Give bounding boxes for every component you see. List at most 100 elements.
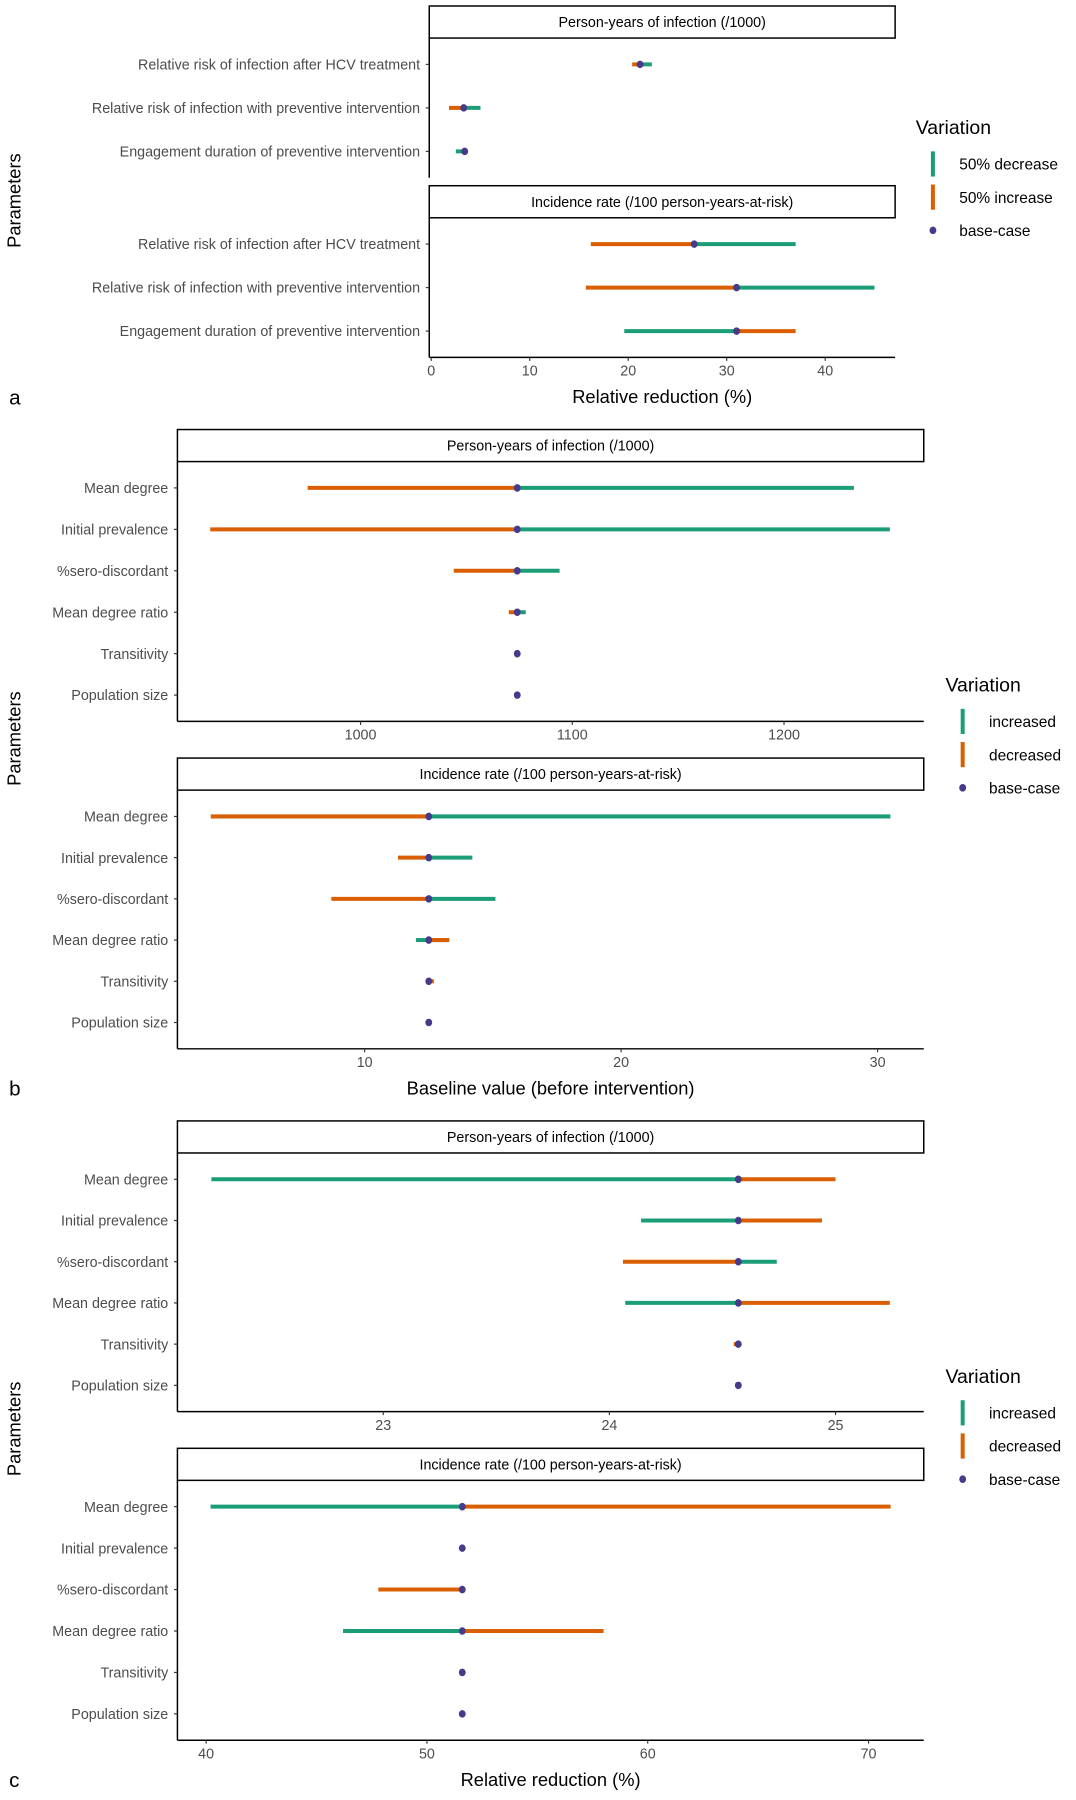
base-case-point xyxy=(733,283,740,292)
y-axis-title: Parameters xyxy=(4,1382,25,1477)
y-tick-label: Relative risk of infection after HCV tre… xyxy=(138,237,420,253)
y-tick-label: %sero-discordant xyxy=(57,564,168,580)
base-case-point xyxy=(734,1340,742,1348)
base-case-point xyxy=(458,1627,466,1635)
y-tick-label: Transitivity xyxy=(100,974,169,990)
base-case-point xyxy=(734,1299,742,1307)
base-case-point xyxy=(425,853,433,862)
facet: Person-years of infection (/1000) 23 24 25 M… xyxy=(52,1120,925,1434)
y-tick-label: Mean degree ratio xyxy=(52,1624,168,1640)
base-case-point xyxy=(458,1668,466,1677)
legend-title: Variation xyxy=(946,1366,1021,1388)
facet: Incidence rate (/100 person-years-at-ris… xyxy=(92,184,896,380)
y-tick-label: Population size xyxy=(71,1378,168,1394)
y-tick-label: Transitivity xyxy=(100,1666,169,1682)
x-axis-title: Relative reduction (%) xyxy=(461,1769,641,1790)
legend-title: Variation xyxy=(916,117,991,139)
facet-strip xyxy=(428,184,896,219)
x-tick-label: 23 xyxy=(375,1418,391,1434)
x-tick-label: 40 xyxy=(817,364,833,380)
base-case-point xyxy=(425,1018,433,1027)
facet: Person-years of infection (/1000) 1000 110… xyxy=(52,428,925,744)
y-tick-label: Mean degree xyxy=(84,1500,168,1516)
base-case-point xyxy=(425,895,433,903)
base-case-point xyxy=(513,525,521,534)
y-tick-label: Mean degree ratio xyxy=(52,605,168,621)
facet-strip xyxy=(176,1447,925,1482)
x-tick-label: 60 xyxy=(640,1747,656,1763)
base-case-point xyxy=(458,1502,466,1511)
y-tick-label: Initial prevalence xyxy=(61,523,168,539)
legend: Variation 50% decrease 50% increase base-ca… xyxy=(916,117,1058,240)
base-case-point xyxy=(734,1381,742,1390)
facet-title: Person-years of infection (/1000) xyxy=(447,439,654,455)
panel-letter: c xyxy=(9,1769,19,1792)
x-tick-label: 1000 xyxy=(345,728,377,744)
y-tick-label: Mean degree xyxy=(84,481,168,497)
y-tick-label: %sero-discordant xyxy=(57,892,168,908)
base-case-point xyxy=(513,608,521,617)
legend: Variation increased decreased base-case xyxy=(946,675,1062,798)
x-tick-label: 70 xyxy=(861,1747,877,1763)
facet-strip xyxy=(428,5,896,39)
x-tick-label: 1100 xyxy=(557,728,588,744)
y-tick-label: Engagement duration of preventive interv… xyxy=(120,145,420,161)
legend-label: base-case xyxy=(989,1472,1060,1489)
facet-title: Person-years of infection (/1000) xyxy=(447,1130,654,1146)
facet: Incidence rate (/100 person-years-at-ris… xyxy=(52,1447,925,1763)
x-tick-label: 10 xyxy=(522,364,538,380)
x-axis-title: Baseline value (before intervention) xyxy=(407,1078,695,1099)
y-tick-label: %sero-discordant xyxy=(57,1583,168,1599)
y-tick-label: Relative risk of infection with preventi… xyxy=(92,101,420,117)
y-axis-title: Parameters xyxy=(4,153,25,248)
y-tick-label: Relative risk of infection after HCV tre… xyxy=(138,58,420,74)
x-tick-label: 1200 xyxy=(768,728,800,744)
y-tick-label: Engagement duration of preventive interv… xyxy=(120,324,420,340)
y-tick-label: Transitivity xyxy=(100,647,169,663)
x-tick-label: 10 xyxy=(357,1055,373,1071)
panel-b: Person-years of infection (/1000) 1000 110… xyxy=(4,428,1062,1101)
facet-title: Person-years of infection (/1000) xyxy=(558,15,765,31)
panel-c: Person-years of infection (/1000) 23 24 25 M… xyxy=(4,1120,1062,1792)
base-case-point xyxy=(636,60,644,69)
y-tick-label: Transitivity xyxy=(100,1337,169,1353)
y-tick-label: Mean degree xyxy=(84,810,168,826)
x-tick-label: 50 xyxy=(419,1747,435,1763)
panel-a: Person-years of infection (/1000) Relativ… xyxy=(4,5,1058,409)
legend-label: 50% increase xyxy=(959,190,1053,207)
base-case-point xyxy=(733,327,740,335)
legend-key-dot xyxy=(959,784,967,792)
legend-key-dot xyxy=(929,226,937,235)
y-tick-label: Initial prevalence xyxy=(61,1214,168,1230)
legend-label: base-case xyxy=(989,781,1060,798)
base-case-point xyxy=(425,812,433,821)
y-tick-label: Initial prevalence xyxy=(61,1541,168,1557)
y-tick-label: Population size xyxy=(71,1016,168,1032)
facet: Incidence rate (/100 person-years-at-ris… xyxy=(52,757,925,1071)
x-tick-label: 40 xyxy=(198,1747,214,1763)
facet: Person-years of infection (/1000) Relativ… xyxy=(92,5,896,178)
base-case-point xyxy=(425,936,433,944)
x-axis-title: Relative reduction (%) xyxy=(572,386,752,407)
x-tick-label: 30 xyxy=(719,364,735,380)
legend-label: decreased xyxy=(989,1439,1061,1456)
y-tick-label: %sero-discordant xyxy=(57,1255,168,1271)
base-case-point xyxy=(513,691,521,699)
panel-letter: a xyxy=(9,386,21,409)
base-case-point xyxy=(458,1544,466,1552)
legend-label: decreased xyxy=(989,747,1061,764)
legend-label: increased xyxy=(989,1406,1056,1423)
y-tick-label: Mean degree ratio xyxy=(52,1296,168,1312)
base-case-point xyxy=(458,1585,466,1594)
base-case-point xyxy=(734,1216,742,1225)
base-case-point xyxy=(458,1710,466,1718)
x-tick-label: 30 xyxy=(870,1055,886,1071)
facet-strip xyxy=(176,428,925,463)
base-case-point xyxy=(734,1257,742,1266)
base-case-point xyxy=(461,147,469,156)
legend-label: base-case xyxy=(959,223,1030,240)
legend: Variation increased decreased base-case xyxy=(946,1366,1062,1489)
x-tick-label: 20 xyxy=(620,364,636,380)
base-case-point xyxy=(513,567,521,575)
base-case-point xyxy=(460,104,468,112)
